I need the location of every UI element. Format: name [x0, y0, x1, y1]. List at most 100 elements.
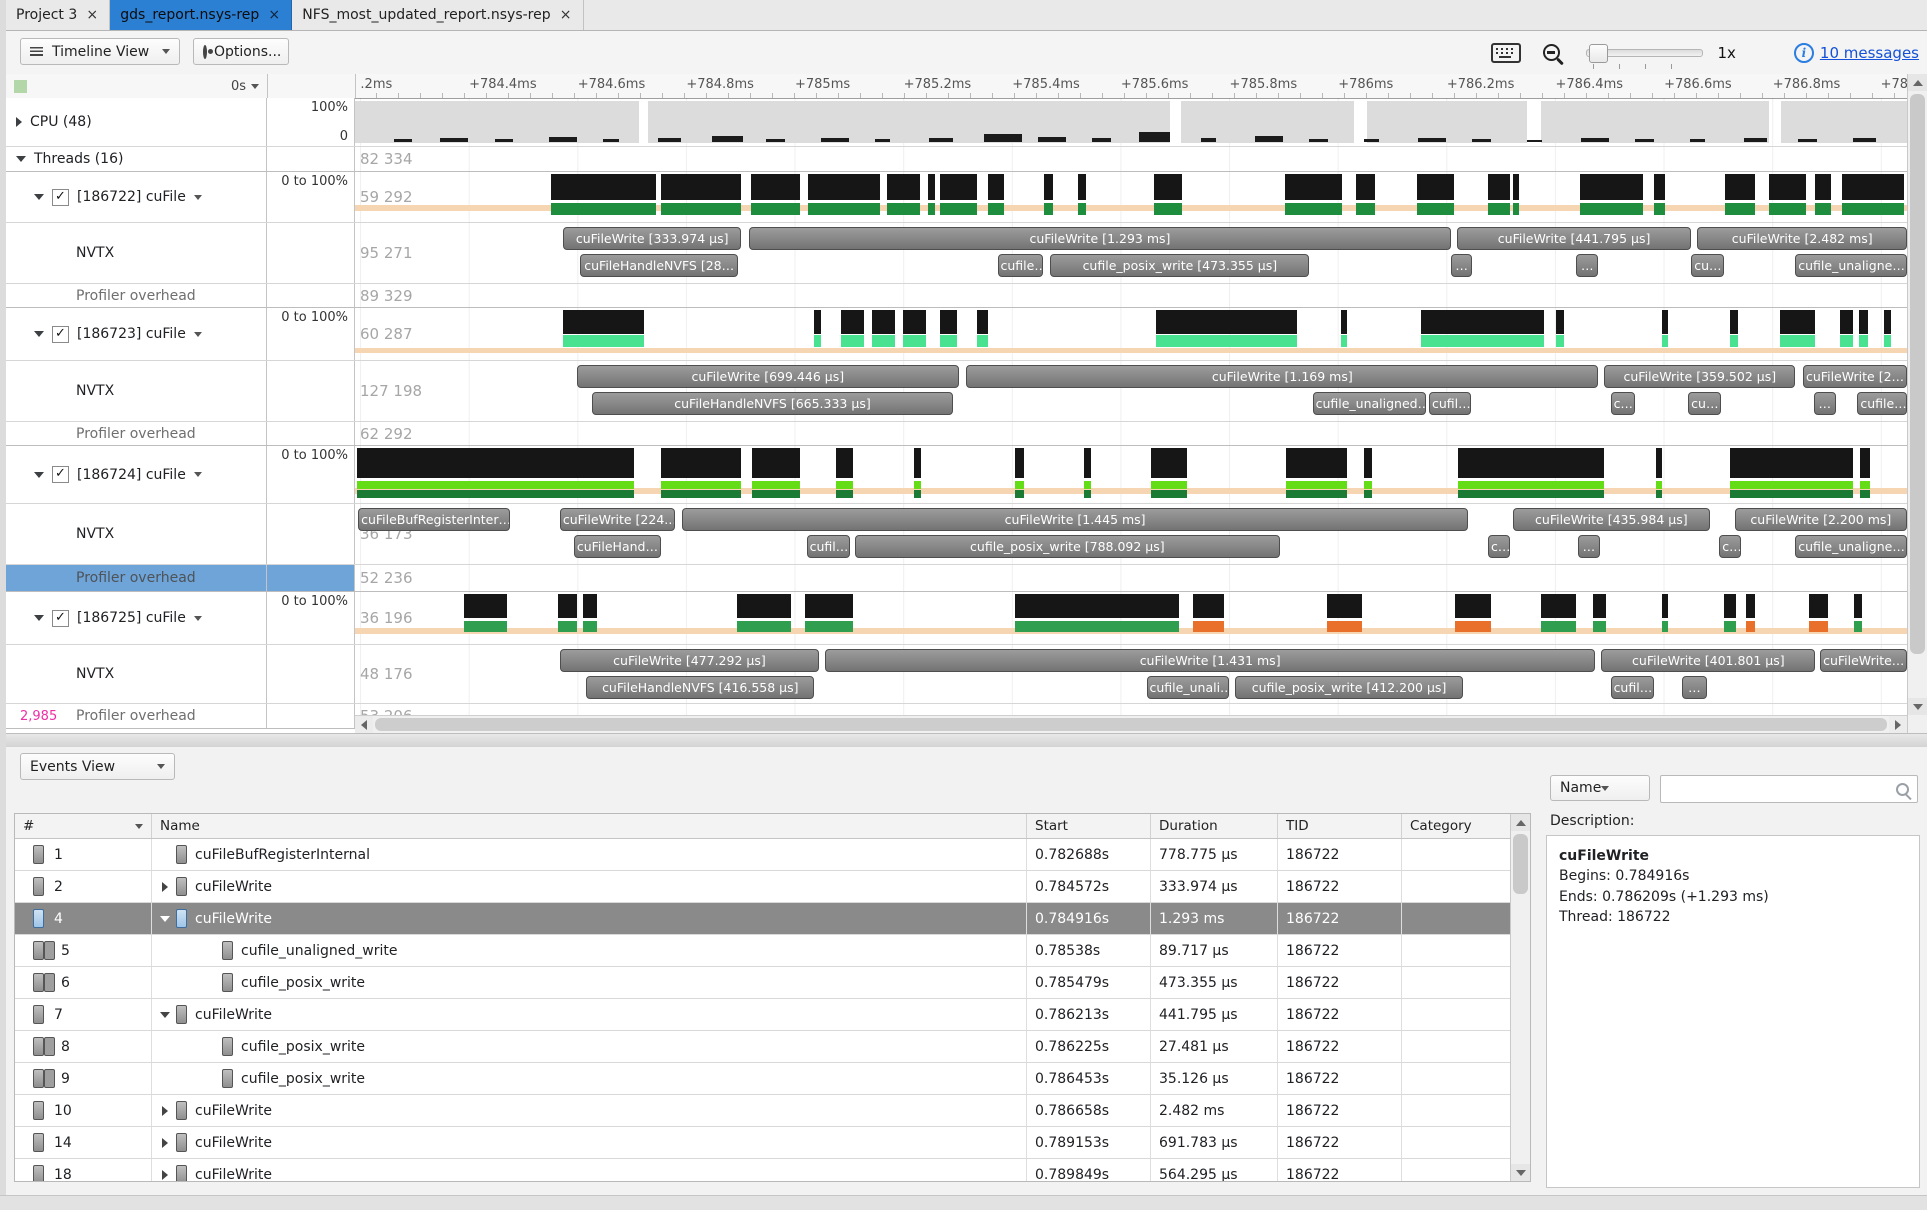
thread-checkbox[interactable]: ✓: [52, 189, 69, 206]
nvtx-range[interactable]: cufile_posix_write [473.355 µs]: [1050, 254, 1309, 277]
timeline-vertical-scrollbar[interactable]: [1907, 74, 1927, 733]
thread-options-caret-icon[interactable]: [194, 332, 202, 337]
table-row[interactable]: 10cuFileWrite0.786658s2.482 ms186722: [15, 1095, 1530, 1127]
table-row[interactable]: 4cuFileWrite0.784916s1.293 ms186722: [15, 903, 1530, 935]
nvtx-range[interactable]: cuFileWrite [699.446 µs]: [577, 365, 959, 388]
timeline-row--186725-cufile[interactable]: ✓[186725] cuFile0 to 100%36 196: [6, 592, 1927, 645]
nvtx-range[interactable]: cufile…: [998, 254, 1043, 277]
thread-options-caret-icon[interactable]: [194, 195, 202, 200]
track-chart[interactable]: [355, 446, 1907, 503]
timeline-row-profiler-overhead[interactable]: Profiler overhead52 236: [6, 565, 1927, 592]
nvtx-range[interactable]: …: [1451, 254, 1473, 277]
close-icon[interactable]: ×: [85, 7, 99, 23]
nvtx-range[interactable]: cufile_unaligned…: [1313, 392, 1426, 415]
scroll-right-button[interactable]: [1889, 716, 1907, 733]
nvtx-range[interactable]: cuFileWrite [435.984 µs]: [1513, 508, 1710, 531]
expander-expanded-icon[interactable]: [158, 1012, 172, 1018]
nvtx-range[interactable]: cuFileWrite [1.169 ms]: [966, 365, 1598, 388]
nvtx-range[interactable]: c…: [1611, 392, 1636, 415]
timeline-horizontal-scrollbar[interactable]: [355, 715, 1907, 733]
options-button[interactable]: Options...: [193, 38, 289, 65]
track-chart[interactable]: 36 173cuFileBufRegisterInter…cuFileWrite…: [355, 504, 1907, 564]
timeline-row--186723-cufile[interactable]: ✓[186723] cuFile0 to 100%60 287: [6, 308, 1927, 361]
table-row[interactable]: 8cufile_posix_write0.786225s27.481 µs186…: [15, 1031, 1530, 1063]
filter-field-dropdown[interactable]: Name: [1550, 775, 1650, 801]
events-scroll-thumb[interactable]: [1513, 834, 1528, 894]
track-name-cell[interactable]: Threads (16): [6, 147, 267, 171]
thread-checkbox[interactable]: ✓: [52, 610, 69, 627]
timeline-row--186722-cufile[interactable]: ✓[186722] cuFile0 to 100%59 292: [6, 172, 1927, 223]
horizontal-scroll-thumb[interactable]: [375, 718, 1887, 731]
track-name-cell[interactable]: NVTX: [6, 223, 267, 283]
timeline-row-threads-16-[interactable]: Threads (16) 82 334: [6, 147, 1927, 172]
expander-expanded-icon[interactable]: [34, 331, 44, 337]
nvtx-range[interactable]: cuFileWrite [2…: [1803, 365, 1907, 388]
nvtx-range[interactable]: cuFileWrite [2.482 ms]: [1697, 227, 1907, 250]
table-row[interactable]: 14cuFileWrite0.789153s691.783 µs186722: [15, 1127, 1530, 1159]
nvtx-range[interactable]: cufile_posix_write [788.092 µs]: [855, 535, 1280, 558]
track-chart[interactable]: 60 287: [355, 308, 1907, 360]
nvtx-range[interactable]: c…: [1488, 535, 1510, 558]
nvtx-range[interactable]: cuFileWrite [2.200 ms]: [1735, 508, 1907, 531]
events-vertical-scrollbar[interactable]: [1510, 814, 1530, 1181]
nvtx-range[interactable]: cufile_unali…: [1147, 676, 1229, 699]
track-chart[interactable]: 48 176cuFileWrite [477.292 µs]cuFileWrit…: [355, 645, 1907, 703]
track-chart[interactable]: 82 334: [355, 147, 1907, 171]
track-name-cell[interactable]: ✓[186723] cuFile: [6, 308, 267, 360]
nvtx-range[interactable]: cuFileHand…: [574, 535, 661, 558]
track-chart[interactable]: 62 292: [355, 422, 1907, 445]
track-name-cell[interactable]: NVTX: [6, 504, 267, 564]
table-row[interactable]: 1cuFileBufRegisterInternal0.782688s778.7…: [15, 839, 1530, 871]
thread-checkbox[interactable]: ✓: [52, 326, 69, 343]
track-name-cell[interactable]: ✓[186725] cuFile: [6, 592, 267, 644]
expander-expanded-icon[interactable]: [16, 156, 26, 162]
timeline-row-nvtx[interactable]: NVTX 36 173cuFileBufRegisterInter…cuFileW…: [6, 504, 1927, 565]
track-chart[interactable]: 59 292: [355, 172, 1907, 222]
nvtx-range[interactable]: cuFileHandleNVFS [416.558 µs]: [586, 676, 814, 699]
nvtx-range[interactable]: cufile_unaligne…: [1795, 254, 1907, 277]
table-row[interactable]: 9cufile_posix_write0.786453s35.126 µs186…: [15, 1063, 1530, 1095]
nvtx-range[interactable]: cuFileWrite [359.502 µs]: [1604, 365, 1795, 388]
timeline-row-nvtx[interactable]: NVTX95 271cuFileWrite [333.974 µs]cuFile…: [6, 223, 1927, 284]
thread-options-caret-icon[interactable]: [194, 472, 202, 477]
timeline-row-nvtx[interactable]: NVTX127 198cuFileWrite [699.446 µs]cuFil…: [6, 361, 1927, 422]
tab-project-3[interactable]: Project 3×: [6, 0, 110, 30]
nvtx-range[interactable]: cufile_posix_write [412.200 µs]: [1235, 676, 1463, 699]
track-name-cell[interactable]: ✓[186724] cuFile: [6, 446, 267, 503]
expander-collapsed-icon[interactable]: [158, 1170, 172, 1180]
nvtx-range[interactable]: cuFileWrite [1.293 ms]: [749, 227, 1451, 250]
nvtx-range[interactable]: cufile_unaligne…: [1795, 535, 1907, 558]
zoom-out-icon[interactable]: [1543, 44, 1560, 61]
keyboard-shortcuts-icon[interactable]: [1491, 43, 1521, 63]
nvtx-range[interactable]: cuFileWrite [1.445 ms]: [682, 508, 1467, 531]
track-chart[interactable]: 89 329: [355, 284, 1907, 307]
column-header-num[interactable]: #: [15, 814, 152, 838]
track-chart[interactable]: 127 198cuFileWrite [699.446 µs]cuFileWri…: [355, 361, 1907, 421]
close-icon[interactable]: ×: [267, 7, 281, 23]
nvtx-range[interactable]: cu…: [1691, 254, 1724, 277]
nvtx-range[interactable]: cuFileWrite [1.431 ms]: [825, 649, 1595, 672]
scroll-up-button[interactable]: [1908, 74, 1927, 91]
vertical-scroll-thumb[interactable]: [1910, 94, 1925, 654]
timeline-sidebar-header[interactable]: 0s: [6, 74, 268, 98]
thread-checkbox[interactable]: ✓: [52, 466, 69, 483]
track-name-cell[interactable]: Profiler overhead: [6, 422, 267, 445]
nvtx-range[interactable]: …: [1682, 676, 1707, 699]
nvtx-range[interactable]: cufil…: [1429, 392, 1471, 415]
messages-link[interactable]: 10 messages: [1820, 44, 1919, 62]
expander-expanded-icon[interactable]: [34, 194, 44, 200]
track-chart[interactable]: 52 236: [355, 565, 1907, 591]
events-scroll-down-button[interactable]: [1511, 1164, 1530, 1181]
track-name-cell[interactable]: CPU (48): [6, 98, 267, 146]
events-search-box[interactable]: [1660, 775, 1918, 803]
expander-collapsed-icon[interactable]: [158, 882, 172, 892]
nvtx-range[interactable]: cufil…: [807, 535, 850, 558]
nvtx-range[interactable]: cu…: [1688, 392, 1721, 415]
scroll-left-button[interactable]: [355, 716, 373, 733]
timeline-view-dropdown[interactable]: Timeline View: [20, 38, 180, 65]
nvtx-range[interactable]: cuFileWrite [477.292 µs]: [560, 649, 819, 672]
nvtx-range[interactable]: cuFileWrite [333.974 µs]: [563, 227, 741, 250]
timeline-row-cpu-48-[interactable]: CPU (48)100%031 189: [6, 98, 1927, 147]
nvtx-range[interactable]: cuFileBufRegisterInter…: [358, 508, 510, 531]
timeline-row-profiler-overhead[interactable]: Profiler overhead89 329: [6, 284, 1927, 308]
